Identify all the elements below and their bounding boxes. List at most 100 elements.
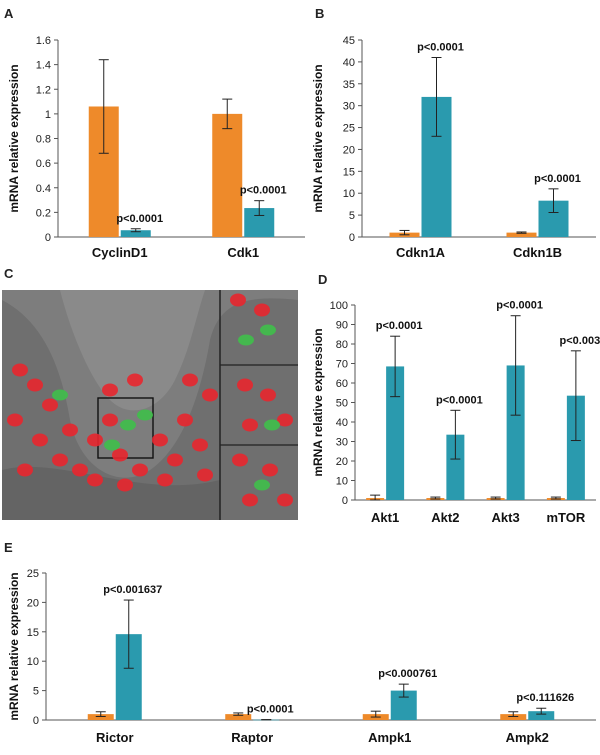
chart-panel-e: 0 5 10 15 20 25 mRNA relative expression p<0.00… [7, 568, 596, 745]
panel-label-c: C [4, 266, 14, 281]
green-cell [120, 419, 136, 431]
chart-panel-a: 0 0.2 0.4 0.6 0.8 1 1.2 1.4 1.6 mRNA relative exp… [7, 35, 305, 260]
y-tick-label: 45 [343, 35, 355, 47]
p-value-label: p<0.0001 [240, 185, 287, 197]
treated-bar [566, 395, 585, 500]
y-tick-label: 0.2 [36, 207, 51, 219]
panel-label-e: E [4, 540, 13, 555]
red-cell [52, 453, 68, 467]
red-cell [12, 363, 28, 377]
red-cell [112, 448, 128, 462]
y-tick-label: 90 [336, 320, 348, 332]
y-tick-label: 20 [27, 597, 39, 609]
red-cell [32, 433, 48, 447]
y-tick-label: 0 [45, 232, 51, 244]
red-cell [87, 433, 103, 447]
red-cell [132, 463, 148, 477]
red-cell [167, 453, 183, 467]
red-cell [7, 413, 23, 427]
y-axis-title: mRNA relative expression [7, 64, 21, 212]
red-cell [127, 373, 143, 387]
red-cell [177, 413, 193, 427]
category-label: Cdk1 [227, 245, 259, 260]
control-bar [87, 714, 114, 720]
red-cell [277, 493, 293, 507]
red-cell [260, 388, 276, 402]
y-tick-label: 100 [330, 300, 348, 312]
p-value-label: p<0.0001 [496, 300, 543, 312]
red-cell [202, 388, 218, 402]
red-cell [232, 453, 248, 467]
category-label: mTOR [546, 510, 585, 525]
green-cell [137, 409, 153, 421]
y-tick-label: 40 [336, 417, 348, 429]
p-value-label: p<0.000761 [378, 668, 437, 680]
y-tick-label: 25 [27, 568, 39, 580]
category-label: CyclinD1 [92, 245, 148, 260]
treated-bar [506, 365, 525, 500]
category-label: Cdkn1A [396, 245, 446, 260]
red-cell [27, 378, 43, 392]
y-tick-label: 1.6 [36, 35, 51, 47]
panel-label-b: B [315, 6, 324, 21]
y-tick-label: 30 [343, 101, 355, 113]
p-value-label: p<0.0001 [247, 704, 294, 716]
red-cell [62, 423, 78, 437]
y-tick-label: 10 [27, 656, 39, 668]
y-axis-title: mRNA relative expression [311, 328, 325, 476]
red-cell [262, 463, 278, 477]
green-cell [264, 419, 280, 431]
red-cell [42, 398, 58, 412]
red-cell [254, 303, 270, 317]
crypt-lumen [60, 290, 205, 411]
red-cell [102, 383, 118, 397]
red-cell [242, 418, 258, 432]
y-tick-label: 5 [349, 210, 355, 222]
p-value-label: p<0.0001 [534, 173, 581, 185]
green-cell [52, 389, 68, 401]
tissue-base [2, 466, 220, 520]
p-value-label: p<0.111626 [516, 692, 574, 704]
y-tick-label: 70 [336, 359, 348, 371]
p-value-label: p<0.001637 [103, 584, 162, 596]
treated-bar [528, 711, 555, 720]
y-tick-label: 0.4 [36, 183, 51, 195]
treated-bar [386, 366, 405, 500]
y-axis-title: mRNA relative expression [311, 64, 325, 212]
green-cell [260, 324, 276, 336]
y-tick-label: 30 [336, 437, 348, 449]
p-value-label: p<0.0001 [417, 42, 464, 54]
p-value-label: p<0.0001 [116, 213, 163, 225]
chart-panel-d: 0 10 20 30 40 50 60 70 80 90 100 mRNA relative expr… [311, 300, 600, 525]
green-cell [254, 479, 270, 491]
control-bar [225, 714, 252, 720]
y-tick-label: 10 [343, 188, 355, 200]
red-cell [237, 378, 253, 392]
red-cell [102, 413, 118, 427]
control-bar [500, 714, 527, 720]
red-cell [230, 293, 246, 307]
red-cell [157, 473, 173, 487]
y-tick-label: 1.4 [36, 60, 51, 72]
red-cell [242, 493, 258, 507]
microscopy-image [2, 290, 298, 520]
red-cell [192, 438, 208, 452]
red-cell [277, 413, 293, 427]
category-label: Cdkn1B [513, 245, 562, 260]
category-label: Ampk1 [368, 730, 411, 745]
y-tick-label: 50 [336, 398, 348, 410]
chart-panel-b: 0 5 10 15 20 25 30 35 40 45 mRNA relative expressi… [311, 35, 596, 260]
panel-label-d: D [318, 272, 327, 287]
y-tick-label: 15 [27, 627, 39, 639]
y-tick-label: 1 [45, 109, 51, 121]
y-tick-label: 0.6 [36, 158, 51, 170]
category-label: Akt3 [492, 510, 520, 525]
control-bar [506, 232, 537, 237]
y-tick-label: 60 [336, 378, 348, 390]
p-value-label: p<0.0001 [436, 394, 483, 406]
category-label: Raptor [231, 730, 273, 745]
category-label: Rictor [96, 730, 134, 745]
panel-label-a: A [4, 6, 14, 21]
y-tick-label: 1.2 [36, 84, 51, 96]
y-tick-label: 0 [33, 715, 39, 727]
